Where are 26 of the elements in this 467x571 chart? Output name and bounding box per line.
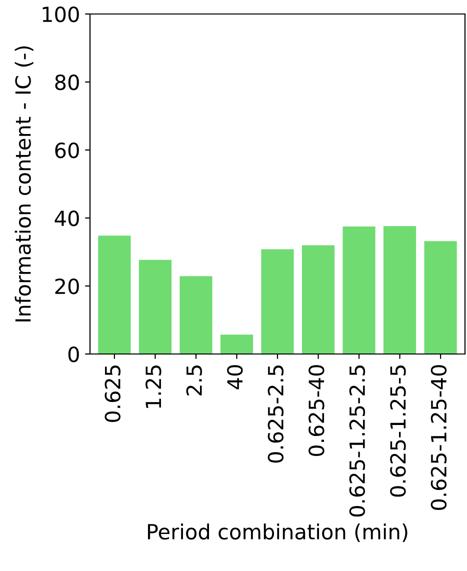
y-tick-label: 100 — [42, 6, 79, 22]
x-tick-label: 0.625-2.5 — [268, 366, 284, 463]
bar — [342, 226, 376, 354]
x-tick-label: 0.625 — [104, 366, 120, 422]
bar — [424, 241, 457, 354]
x-tick-label: 0.625-1.25-2.5 — [349, 366, 366, 517]
bar — [302, 245, 335, 354]
x-tick-label: 1.25 — [146, 366, 162, 408]
x-tick-label: 0.625-1.25-5 — [390, 366, 406, 497]
bar — [383, 226, 416, 354]
x-tick-label: 0.625-40 — [308, 365, 324, 456]
y-tick-label: 80 — [55, 74, 79, 90]
bar — [261, 249, 294, 354]
bar — [220, 334, 254, 354]
bar — [138, 260, 172, 354]
bar — [98, 236, 131, 354]
x-tick-label: 0.625-1.25-40 — [430, 365, 447, 510]
y-tick-label: 40 — [54, 210, 79, 226]
x-axis-title: Period combination (min) — [148, 523, 408, 542]
y-tick-label: 20 — [55, 278, 79, 294]
y-tick-label: 60 — [55, 142, 79, 158]
y-tick-label: 0 — [68, 346, 79, 362]
x-tick-label: 40 — [227, 365, 243, 390]
y-axis-title: Information content - IC (-) — [14, 46, 34, 322]
bar — [180, 276, 212, 354]
x-tick-label: 2.5 — [186, 366, 202, 396]
